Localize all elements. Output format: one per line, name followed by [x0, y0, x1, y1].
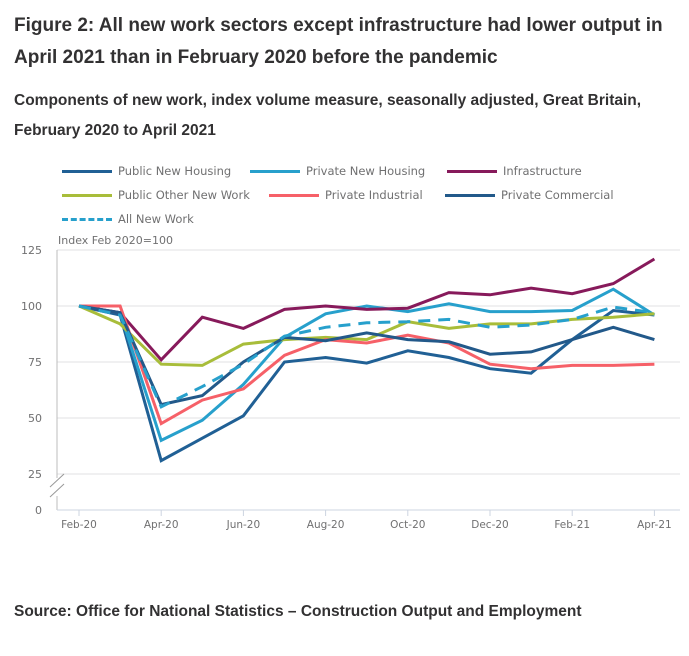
legend-swatch [62, 193, 112, 197]
series-line-public-new-housing [78, 304, 655, 463]
axis-break-icon [48, 473, 66, 498]
chart-subtitle: Components of new work, index volume mea… [14, 92, 642, 139]
series-line-private-new-housing [78, 287, 656, 443]
legend-swatch [62, 217, 112, 221]
legend-item-private-new-housing[interactable]: Private New Housing [250, 162, 425, 180]
legend-item-all-new-work[interactable]: All New Work [62, 210, 194, 228]
y-axis-label: Index Feb 2020=100 [58, 234, 173, 247]
legend-label: All New Work [118, 212, 194, 226]
series-line-private-industrial [79, 304, 655, 426]
x-tick-label: Dec-20 [471, 519, 508, 531]
y-tick-label: 100 [21, 300, 42, 313]
x-tick-label: Feb-21 [554, 519, 590, 531]
legend-label: Private Commercial [501, 188, 614, 202]
legend-swatch [269, 193, 319, 197]
legend-label: Private New Housing [306, 164, 426, 178]
x-axis-ticks: Feb-20 Apr-20 Jun-20 Aug-20 Oct-20 Dec-20 Feb-… [61, 510, 672, 531]
legend-label: Public Other New Work [118, 188, 250, 202]
legend-label: Private Industrial [325, 188, 423, 202]
legend-item-public-other-new-work[interactable]: Public Other New Work [62, 186, 250, 204]
y-axis-ticks: 0 25 50 75 100 125 [21, 244, 42, 517]
legend-swatch [62, 169, 112, 173]
legend-swatch [447, 169, 497, 173]
y-tick-label: 0 [35, 504, 42, 517]
y-tick-label: 50 [28, 412, 42, 425]
legend-item-infrastructure[interactable]: Infrastructure [447, 162, 582, 180]
x-tick-label: Apr-20 [144, 519, 179, 531]
legend-label: Infrastructure [503, 164, 582, 178]
legend-swatch [445, 193, 495, 197]
legend-swatch [250, 169, 300, 173]
legend-label: Public New Housing [118, 164, 232, 178]
chart-title: Figure 2: All new work sectors except in… [14, 15, 663, 68]
x-tick-label: Jun-20 [226, 519, 261, 531]
y-tick-label: 25 [28, 468, 42, 481]
series-line-infrastructure [78, 257, 656, 363]
x-tick-label: Apr-21 [637, 519, 672, 531]
y-tick-label: 75 [28, 356, 42, 369]
x-tick-label: Oct-20 [390, 519, 425, 531]
series-line-all-new-work [78, 304, 655, 409]
series-line-private-commercial [78, 304, 655, 407]
x-tick-label: Feb-20 [61, 519, 97, 531]
line-chart: 0 25 50 75 100 125 Index Feb 2020=100 Feb-20 A… [21, 234, 680, 531]
legend-item-public-new-housing[interactable]: Public New Housing [62, 162, 231, 180]
y-tick-label: 125 [21, 244, 42, 257]
series-lines [78, 257, 656, 463]
chart-legend: Public New Housing Private New Housing I… [62, 160, 662, 230]
x-tick-label: Aug-20 [307, 519, 345, 531]
legend-item-private-commercial[interactable]: Private Commercial [445, 186, 614, 204]
source-note: Source: Office for National Statistics –… [14, 603, 582, 620]
legend-item-private-industrial[interactable]: Private Industrial [269, 186, 423, 204]
